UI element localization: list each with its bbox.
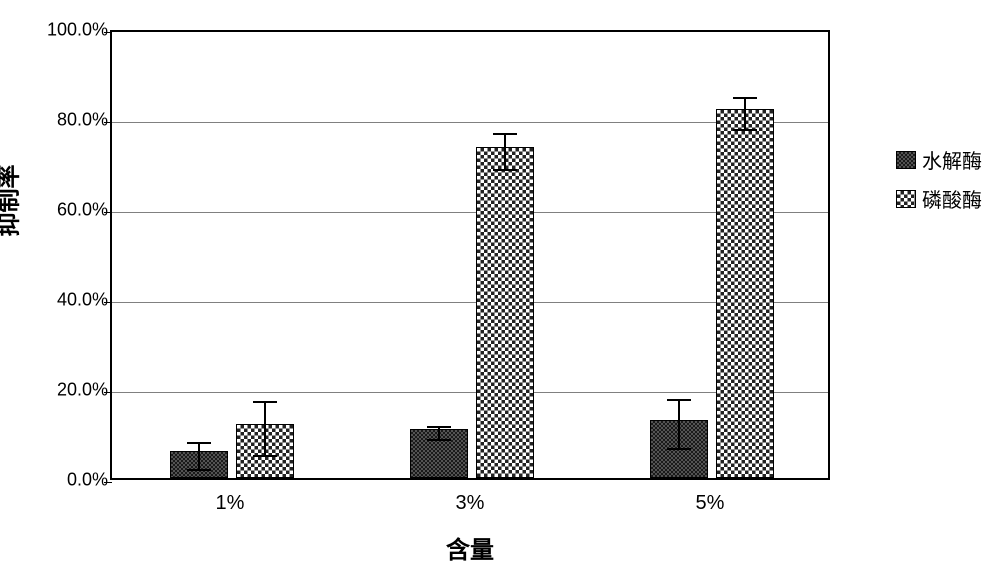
legend: 水解酶 磷酸酶	[896, 145, 982, 223]
legend-item-series2: 磷酸酶	[896, 184, 982, 213]
error-cap	[427, 439, 451, 441]
y-axis-title: 抑制率	[0, 165, 24, 237]
error-bar	[744, 97, 746, 129]
error-cap	[187, 442, 211, 444]
y-tick-label: 80.0%	[28, 110, 108, 131]
legend-item-series1: 水解酶	[896, 145, 982, 174]
error-bar	[678, 399, 680, 449]
legend-swatch-series1	[896, 151, 916, 169]
error-bar	[504, 133, 506, 169]
chart-container: 抑制率 含量 水解酶 磷酸酶 0.0% 20.0% 40.0% 60.0% 80.0% 1…	[0, 0, 1000, 576]
error-cap	[733, 97, 757, 99]
error-cap	[733, 129, 757, 131]
y-tick-label: 40.0%	[28, 290, 108, 311]
x-tick-label: 1%	[216, 492, 245, 515]
error-cap	[253, 401, 277, 403]
error-bar	[198, 442, 200, 469]
error-cap	[667, 448, 691, 450]
error-bar	[264, 401, 266, 455]
error-cap	[253, 455, 277, 457]
bar-series2	[716, 109, 774, 478]
legend-label-series2: 磷酸酶	[922, 184, 982, 213]
x-tick-label: 3%	[456, 492, 485, 515]
error-cap	[187, 469, 211, 471]
plot-area	[110, 30, 830, 480]
x-axis-title: 含量	[446, 530, 494, 565]
y-tick-label: 20.0%	[28, 380, 108, 401]
legend-swatch-series2	[896, 190, 916, 208]
y-tick-label: 0.0%	[28, 470, 108, 491]
legend-label-series1: 水解酶	[922, 145, 982, 174]
bar-series2	[476, 147, 534, 478]
error-cap	[493, 133, 517, 135]
y-tick-label: 100.0%	[28, 20, 108, 41]
error-cap	[427, 426, 451, 428]
y-tick-label: 60.0%	[28, 200, 108, 221]
x-tick-label: 5%	[696, 492, 725, 515]
error-bar	[438, 426, 440, 440]
error-cap	[493, 169, 517, 171]
error-cap	[667, 399, 691, 401]
